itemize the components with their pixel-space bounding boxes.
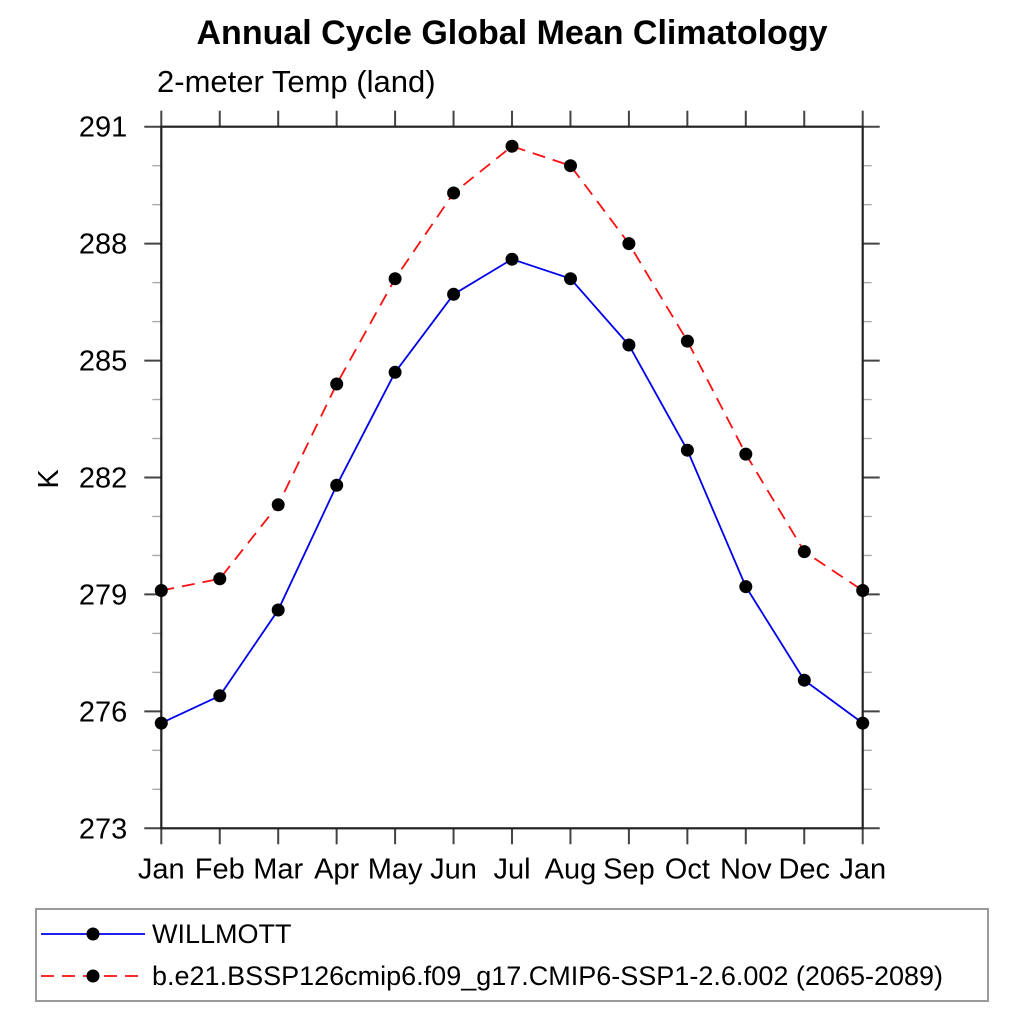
x-tick-label: Jan [839,853,886,885]
series-line-0 [160,258,864,724]
y-tick-label: 288 [79,229,127,261]
x-tick-label: Sep [603,853,655,885]
x-tick-label: Mar [253,853,303,885]
data-point-marker [797,673,811,687]
data-point-marker [564,272,577,286]
x-tick-label: Oct [665,853,710,885]
legend-line-sample-solid [41,927,145,941]
chart-subtitle: 2-meter Temp (land) [157,64,436,99]
legend-label-model: b.e21.BSSP126cmip6.f09_g17.CMIP6-SSP1-2.… [152,960,944,991]
data-point-marker [680,334,694,348]
x-tick-label: May [368,853,423,885]
data-point-marker [271,603,285,617]
data-point-marker [797,545,811,559]
y-tick-label: 273 [79,813,127,845]
data-point-marker [447,287,461,301]
series-line-1 [161,145,864,592]
data-point-marker [680,443,694,457]
data-point-marker [739,447,753,461]
legend-line-sample-dashed [41,969,145,983]
data-point-marker [447,186,461,200]
data-point-marker [564,159,577,173]
x-tick-label: Jul [493,853,530,885]
legend: WILLMOTT b.e21.BSSP126cmip6.f09_g17.CMIP… [35,908,989,1002]
data-point-marker [622,237,636,251]
legend-label-willmott: WILLMOTT [152,918,292,949]
data-point-marker [271,498,285,512]
y-tick-label: 285 [79,346,127,378]
plot-frame [160,125,864,830]
data-point-marker [154,584,168,597]
x-tick-label: Dec [778,853,830,885]
legend-item-model: b.e21.BSSP126cmip6.f09_g17.CMIP6-SSP1-2.… [37,955,987,997]
legend-item-willmott: WILLMOTT [37,913,987,955]
data-point-marker [388,365,402,379]
x-tick-label: Apr [314,853,359,885]
data-point-marker [739,580,753,594]
chart-title: Annual Cycle Global Mean Climatology [196,14,828,52]
y-tick-label: 282 [79,463,127,495]
x-tick-label: Jan [138,853,185,885]
data-point-marker [856,584,870,597]
y-tick-label: 291 [79,112,127,144]
data-point-marker [388,272,402,286]
data-point-marker [154,716,168,730]
data-point-marker [330,478,344,492]
x-tick-label: Feb [195,853,245,885]
data-point-marker [622,338,636,352]
data-point-marker [330,377,344,391]
data-point-marker [213,572,227,586]
data-point-marker [856,716,870,730]
x-tick-label: Nov [720,853,772,885]
plot-area: 273 276 279 282 285 288 291 Jan Feb Mar Apr May Jun J… [79,110,886,885]
data-point-marker [213,689,227,703]
x-tick-label: Jun [430,853,477,885]
y-tick-label: 279 [79,579,127,611]
data-point-marker [505,252,519,266]
data-point-marker [505,139,519,153]
x-tick-label: Aug [545,853,597,885]
y-tick-label: 276 [79,696,127,728]
